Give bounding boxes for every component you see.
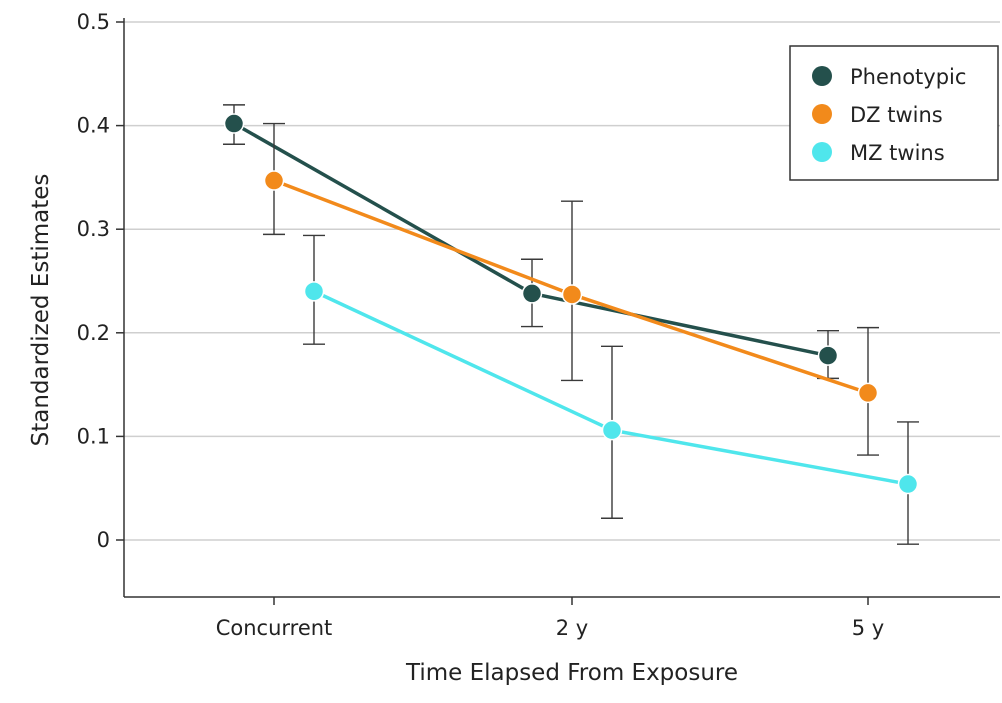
legend-marker xyxy=(812,66,832,86)
data-point xyxy=(561,284,583,305)
data-point xyxy=(263,170,285,191)
data-point xyxy=(817,345,839,366)
data-point xyxy=(897,473,919,495)
axis-layer: 0 0.1 0.2 0.3 0.4 0.5 Concurrent 2 y 5 y xyxy=(77,10,1000,640)
data-point xyxy=(303,281,325,302)
y-tick-label: 0 xyxy=(97,528,110,552)
series-line xyxy=(232,121,830,358)
grid-layer xyxy=(124,21,1000,541)
x-axis-title: Time Elapsed From Exposure xyxy=(405,660,738,686)
x-tick-label: 2 y xyxy=(556,616,588,640)
x-tick-label: Concurrent xyxy=(216,616,333,640)
series-phenotypic xyxy=(223,104,839,380)
series-layer xyxy=(223,104,919,545)
series-dz-twins xyxy=(263,122,879,456)
y-axis-title: Standardized Estimates xyxy=(28,174,54,447)
legend-marker xyxy=(812,142,832,162)
y-tick-label: 0.2 xyxy=(77,321,110,345)
y-tick-label: 0.5 xyxy=(77,10,110,34)
data-point xyxy=(223,113,245,134)
data-point xyxy=(521,283,543,304)
legend-label: MZ twins xyxy=(850,141,945,165)
legend: Phenotypic DZ twins MZ twins xyxy=(789,45,999,181)
y-tick-label: 0.1 xyxy=(77,424,110,448)
data-point xyxy=(857,382,879,404)
series-line xyxy=(312,289,910,486)
data-point xyxy=(601,419,623,441)
series-mz-twins xyxy=(303,234,919,545)
x-tick-label: 5 y xyxy=(852,616,884,640)
y-tick-label: 0.3 xyxy=(77,217,110,241)
y-tick-label: 0.4 xyxy=(77,114,110,138)
legend-label: DZ twins xyxy=(850,103,943,127)
legend-marker xyxy=(812,104,832,124)
legend-label: Phenotypic xyxy=(850,65,966,89)
